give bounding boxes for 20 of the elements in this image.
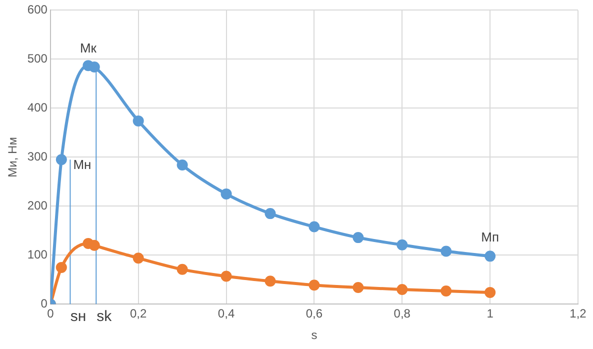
y-axis-title: Ми, Нм xyxy=(6,137,20,178)
annotation: Мк xyxy=(80,40,97,56)
y-tick-label: 500 xyxy=(27,52,48,66)
x-tick-label: 0,4 xyxy=(218,306,235,321)
x-axis-title: s xyxy=(311,328,318,342)
x-tick-label: 1 xyxy=(486,306,494,321)
y-tick-label: 200 xyxy=(27,198,48,213)
x-tick-label: 0,6 xyxy=(306,306,323,321)
y-tick-label: 0 xyxy=(40,296,48,311)
y-tick-label: 300 xyxy=(27,150,48,164)
x-tick-label: 0,2 xyxy=(130,306,148,321)
y-tick-label: 400 xyxy=(27,100,48,115)
y-tick-label: 600 xyxy=(27,2,48,17)
annotation: Мп xyxy=(481,229,500,244)
annotation: Мн xyxy=(73,157,92,172)
x-tick-label: 0,8 xyxy=(394,306,411,321)
y-tick-label: 100 xyxy=(27,248,48,262)
annotation: sн xyxy=(70,308,86,325)
x-tick-label: 1,2 xyxy=(570,306,587,321)
annotation: sk xyxy=(96,308,112,325)
